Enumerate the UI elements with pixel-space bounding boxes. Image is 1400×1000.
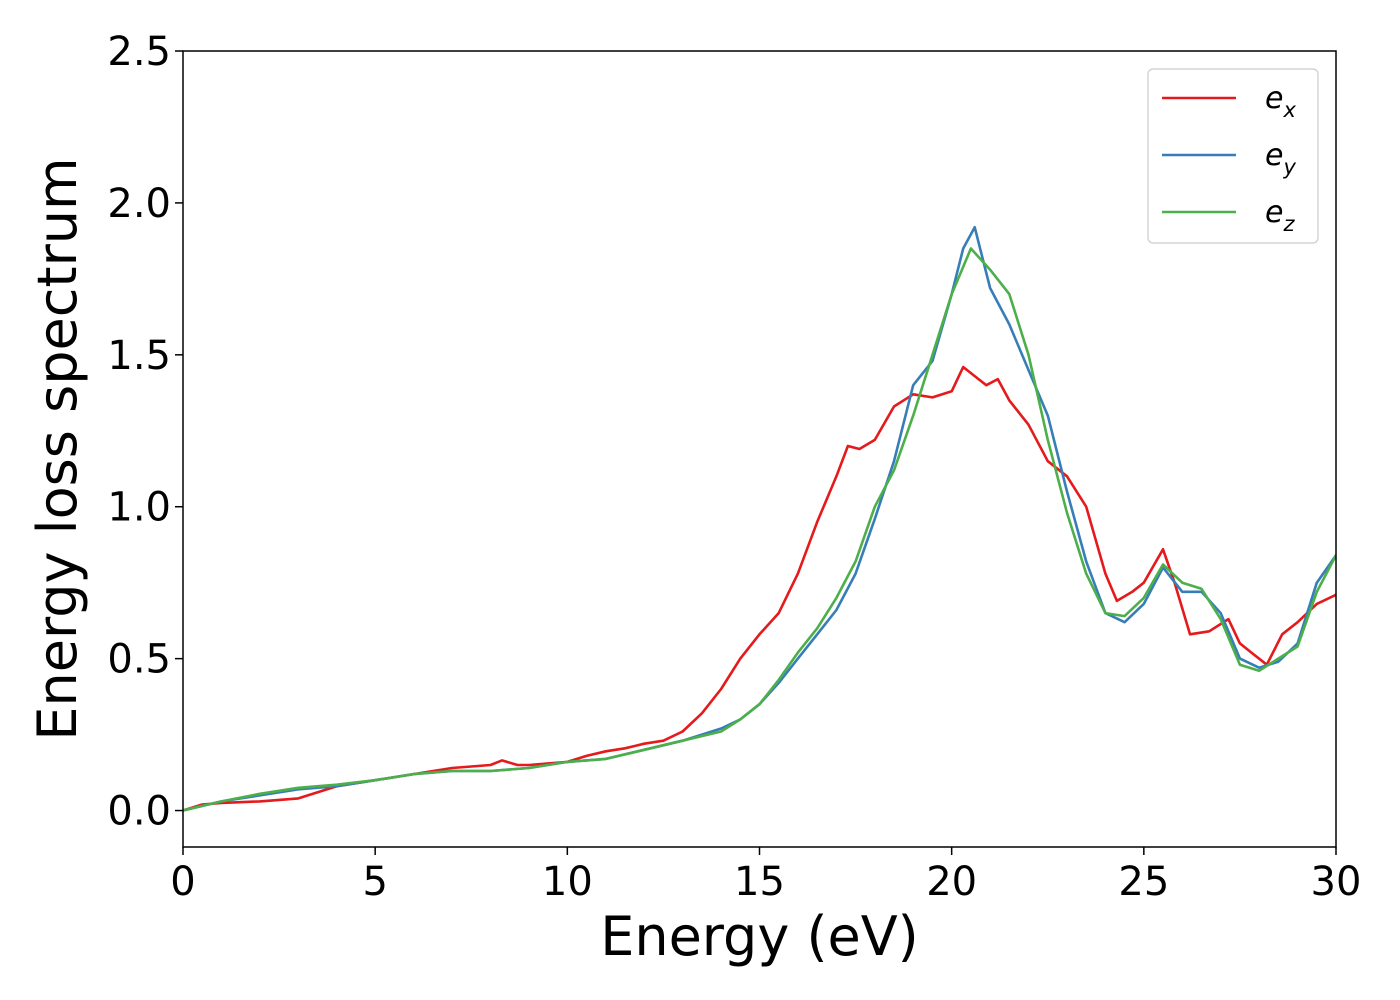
legend-label-z: ez bbox=[1265, 195, 1295, 236]
y-tick-label: 2.5 bbox=[107, 29, 171, 75]
series-line-z bbox=[183, 247, 1336, 812]
x-axis-title: Energy (eV) bbox=[600, 905, 919, 968]
y-axis-title: Energy loss spectrum bbox=[26, 157, 89, 740]
y-tick-label: 1.5 bbox=[107, 333, 171, 379]
series-line-y bbox=[183, 225, 1336, 812]
series-line-x bbox=[183, 365, 1336, 812]
x-tick-label: 30 bbox=[1311, 859, 1362, 905]
y-axis: 0.0 0.5 1.0 1.5 2.0 2.5 bbox=[107, 29, 183, 835]
y-tick-label: 1.0 bbox=[107, 485, 171, 531]
x-tick-label: 10 bbox=[542, 859, 593, 905]
legend-label-y: ey bbox=[1265, 138, 1296, 179]
x-tick-label: 0 bbox=[170, 859, 195, 905]
x-tick-label: 25 bbox=[1118, 859, 1169, 905]
legend: ex ey ez bbox=[1147, 68, 1319, 244]
y-tick-label: 0.5 bbox=[107, 637, 171, 683]
x-tick-label: 20 bbox=[926, 859, 977, 905]
y-tick-label: 2.0 bbox=[107, 181, 171, 227]
x-axis: 0 5 10 15 20 25 30 bbox=[170, 847, 1361, 905]
plot-lines bbox=[183, 225, 1336, 812]
x-tick-label: 15 bbox=[734, 859, 785, 905]
y-tick-label: 0.0 bbox=[107, 789, 171, 835]
x-tick-label: 5 bbox=[362, 859, 387, 905]
legend-label-x: ex bbox=[1265, 81, 1296, 122]
